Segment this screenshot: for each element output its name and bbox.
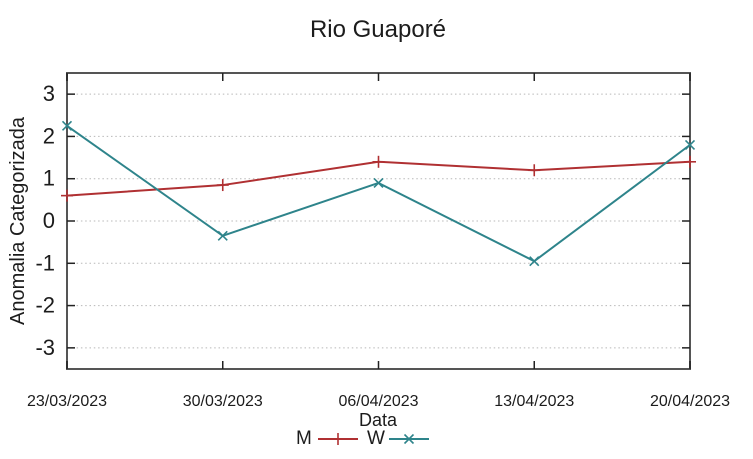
y-tick-label: 3 (43, 81, 55, 106)
series-marker-M (372, 155, 385, 168)
y-tick-label: 1 (43, 166, 55, 191)
legend-label-W: W (367, 428, 385, 449)
legend-marker-W (403, 433, 415, 445)
series-marker-M (61, 189, 73, 202)
y-axis-label: Anomalia Categorizada (7, 116, 29, 325)
series-marker-W (217, 230, 228, 241)
marker-stroke (529, 256, 540, 267)
plot-area: -3 -2 -1 0 1 2 3 23/03/2023 30/03/2023 06/04/2023… (27, 72, 730, 410)
series-marker-W (684, 139, 696, 150)
series-marker-W (61, 120, 73, 131)
x-axis-label: Data (359, 410, 398, 430)
series-marker-W (373, 177, 384, 189)
y-tick-label: -2 (35, 293, 55, 318)
marker-stroke (403, 433, 415, 445)
marker-stroke (61, 120, 73, 131)
legend-marker-M (332, 433, 344, 445)
series-marker-M (684, 155, 696, 168)
x-tick-label: 23/03/2023 (27, 393, 107, 410)
y-tick-label: -1 (35, 250, 55, 275)
x-tick-label: 20/04/2023 (650, 393, 730, 410)
x-tick-label: 30/03/2023 (183, 393, 263, 410)
series-marker-M (216, 179, 229, 192)
series-line-W (66, 125, 691, 263)
y-tick-label: -3 (35, 335, 55, 360)
chart-title: Rio Guaporé (310, 16, 446, 43)
marker-stroke (684, 139, 696, 150)
y-tick-label: 2 (43, 123, 55, 148)
x-tick-label: 13/04/2023 (494, 393, 574, 410)
y-tick-label: 0 (43, 208, 55, 233)
marker-stroke (217, 230, 228, 241)
marker-stroke (373, 177, 384, 189)
series-marker-W (529, 256, 540, 267)
legend-label-M: M (296, 428, 312, 449)
x-tick-label: 06/04/2023 (338, 393, 418, 410)
series-marker-M (528, 164, 541, 177)
